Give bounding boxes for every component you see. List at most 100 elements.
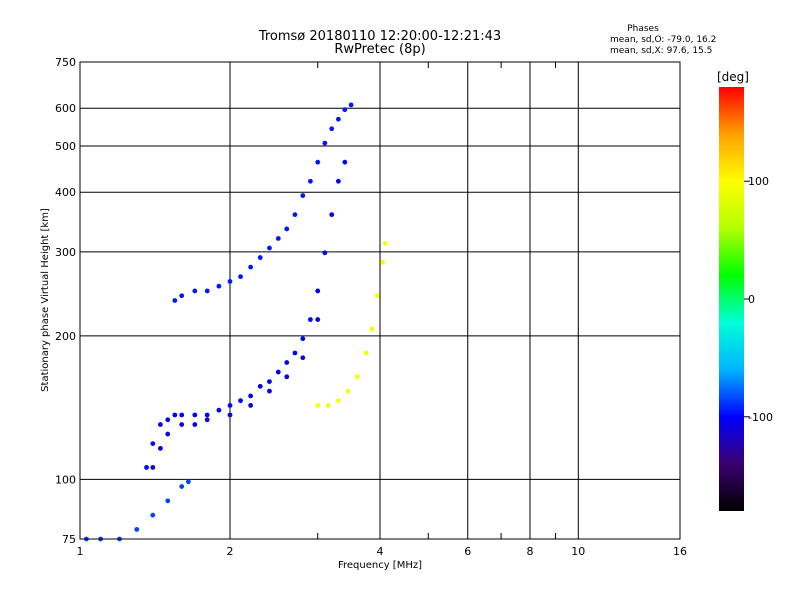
- y-tick-label: 75: [62, 533, 76, 546]
- colorbar-tick-label: 100: [748, 175, 769, 188]
- data-point: [267, 379, 272, 384]
- stats-o-mode: mean, sd,O: -79.0, 16.2: [610, 35, 716, 45]
- colorbar-ticks: 100 0 -100: [744, 175, 773, 424]
- data-point: [150, 441, 156, 446]
- data-point: [238, 274, 243, 280]
- y-axis-label: Stationary phase Virtual Height [km]: [40, 208, 51, 392]
- data-point: [284, 360, 290, 365]
- colorbar-label: [deg]: [717, 70, 749, 84]
- data-point: [369, 326, 375, 332]
- data-point: [192, 422, 198, 427]
- data-point: [284, 226, 290, 232]
- data-point: [204, 417, 210, 423]
- data-points: [83, 102, 388, 542]
- data-point: [204, 288, 210, 294]
- stats-header: Phases: [627, 24, 659, 34]
- stats-x-mode: mean, sd,X: 97.6, 15.5: [610, 46, 712, 56]
- data-point: [300, 355, 306, 361]
- x-tick-label: 16: [673, 545, 687, 558]
- data-point: [257, 255, 263, 260]
- data-point: [315, 159, 321, 165]
- data-point: [322, 140, 328, 146]
- data-point: [165, 498, 171, 504]
- y-tick-label: 400: [55, 186, 76, 199]
- data-point: [257, 383, 263, 389]
- x-axis-ticks: 1 2 4 6 8 10 16: [77, 62, 687, 558]
- x-tick-label: 6: [464, 545, 471, 558]
- data-point: [308, 317, 313, 322]
- data-point: [158, 445, 163, 451]
- data-point: [292, 350, 298, 356]
- data-point: [227, 279, 233, 284]
- colorbar: [719, 87, 744, 511]
- data-point: [267, 388, 272, 394]
- y-tick-label: 300: [55, 246, 76, 259]
- data-point: [179, 422, 185, 427]
- data-point: [165, 417, 171, 423]
- x-tick-label: 4: [377, 545, 384, 558]
- data-point: [134, 527, 140, 532]
- y-tick-label: 200: [55, 330, 76, 343]
- data-point: [216, 283, 222, 289]
- data-point: [380, 259, 386, 265]
- data-point: [150, 465, 156, 470]
- data-point: [335, 178, 341, 184]
- data-point: [335, 398, 341, 404]
- data-point: [185, 479, 191, 485]
- data-point: [345, 388, 351, 394]
- x-tick-label: 1: [77, 545, 84, 558]
- data-point: [172, 298, 178, 303]
- data-point: [300, 193, 306, 198]
- data-point: [374, 293, 380, 299]
- data-point: [158, 422, 163, 427]
- data-point: [342, 107, 348, 113]
- data-point: [144, 465, 149, 470]
- data-point: [329, 126, 335, 132]
- data-point: [192, 288, 198, 294]
- data-point: [315, 288, 321, 294]
- data-point: [275, 369, 281, 375]
- data-point: [325, 403, 331, 408]
- data-point: [248, 403, 254, 408]
- colorbar-tick-label: 0: [748, 293, 755, 306]
- y-tick-label: 750: [55, 56, 76, 69]
- data-point: [348, 102, 354, 108]
- data-point: [275, 236, 281, 241]
- data-point: [284, 374, 290, 380]
- x-tick-label: 10: [571, 545, 585, 558]
- data-point: [165, 431, 171, 437]
- data-point: [238, 398, 243, 404]
- data-point: [216, 407, 222, 413]
- x-tick-label: 8: [527, 545, 534, 558]
- data-point: [329, 212, 335, 218]
- data-point: [248, 264, 254, 270]
- data-point: [192, 412, 198, 418]
- data-point: [179, 293, 185, 299]
- chart-title: Tromsø 20180110 12:20:00-12:21:43: [258, 29, 501, 44]
- y-tick-label: 600: [55, 102, 76, 115]
- plot-frame: [79, 61, 681, 540]
- data-point: [342, 159, 348, 165]
- data-point: [315, 317, 321, 322]
- x-axis-label: Frequency [MHz]: [338, 560, 422, 571]
- data-point: [227, 403, 233, 408]
- data-point: [179, 484, 185, 489]
- data-point: [248, 393, 254, 399]
- data-point: [354, 374, 360, 380]
- data-point: [322, 250, 328, 256]
- data-point: [315, 403, 321, 408]
- data-point: [227, 412, 233, 418]
- data-point: [292, 212, 298, 218]
- data-point: [300, 336, 306, 342]
- x-tick-label: 2: [227, 545, 234, 558]
- y-axis-ticks: 75 100 200 300 400 500 600 750: [55, 56, 76, 546]
- data-point: [363, 350, 369, 356]
- data-point: [179, 412, 185, 418]
- data-point: [382, 240, 388, 246]
- grid-lines: [80, 62, 680, 539]
- chart-subtitle: RwPretec (8p): [334, 42, 425, 57]
- data-point: [267, 245, 272, 251]
- colorbar-tick-label: -100: [748, 411, 773, 424]
- data-point: [204, 412, 210, 418]
